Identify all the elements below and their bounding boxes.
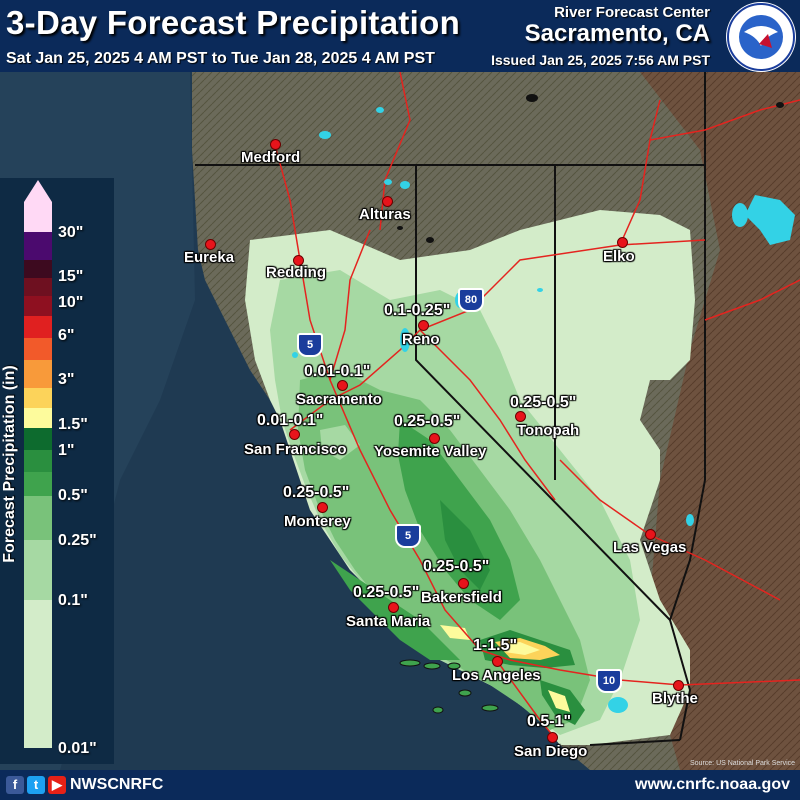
legend-tick: 10" — [58, 294, 84, 311]
legend-title: Forecast Precipitation (in) — [1, 365, 18, 563]
city-marker[interactable] — [289, 429, 300, 440]
nws-logo-icon[interactable] — [726, 2, 796, 72]
amount-label: 0.01-0.1" — [304, 363, 371, 380]
east-terrain — [640, 72, 800, 770]
city-marker[interactable] — [337, 380, 348, 391]
legend-tick: 0.5" — [58, 487, 88, 504]
lakes — [292, 107, 795, 713]
city-marker[interactable] — [645, 529, 656, 540]
legend-tick: 0.1" — [58, 592, 88, 609]
map-credit: Source: US National Park Service — [690, 760, 796, 767]
city-label: Elko — [603, 248, 635, 265]
legend-tick: 0.25" — [58, 532, 97, 549]
legend-tick: 1.5" — [58, 416, 88, 433]
page-title: 3-Day Forecast Precipitation — [6, 4, 461, 41]
twitter-icon[interactable]: t — [27, 776, 45, 794]
city-label: Santa Maria — [346, 613, 431, 630]
legend-panel — [0, 178, 114, 764]
city-label: Alturas — [359, 206, 411, 223]
amount-label: 1-1.5" — [473, 637, 518, 654]
amount-label: 0.25-0.5" — [353, 584, 420, 601]
interstate-shield: 10 — [596, 669, 622, 693]
youtube-icon[interactable]: ▶ — [48, 776, 66, 794]
channel-islands — [399, 659, 499, 714]
legend-tick: 3" — [58, 371, 75, 388]
city-label: San Diego — [514, 743, 588, 760]
amount-label: 0.25-0.5" — [283, 484, 350, 501]
website-link[interactable]: www.cnrfc.noaa.gov — [635, 776, 790, 793]
header-bar — [0, 0, 800, 72]
interstate-shield: 5 — [297, 333, 323, 357]
city-marker[interactable] — [429, 433, 440, 444]
city-marker[interactable] — [317, 502, 328, 513]
amount-label: 0.01-0.1" — [257, 412, 324, 429]
city-label: Las Vegas — [613, 539, 687, 556]
amount-label: 0.1-0.25" — [384, 302, 451, 319]
city-label: Eureka — [184, 249, 235, 266]
social-handle[interactable]: NWSCNRFC — [70, 776, 164, 793]
inland-features — [397, 94, 784, 243]
city-marker[interactable] — [293, 255, 304, 266]
city-label: Bakersfield — [421, 589, 502, 606]
city-label: San Francisco — [244, 441, 347, 458]
city-marker[interactable] — [547, 732, 558, 743]
city-marker[interactable] — [418, 320, 429, 331]
city-marker[interactable] — [617, 237, 628, 248]
city-marker[interactable] — [515, 411, 526, 422]
legend-tick: 0.01" — [58, 740, 97, 757]
city-label: Los Angeles — [452, 667, 541, 684]
org-location: Sacramento, CA — [524, 20, 710, 47]
city-marker[interactable] — [382, 196, 393, 207]
city-label: Blythe — [652, 690, 698, 707]
amount-label: 0.25-0.5" — [394, 413, 461, 430]
state-borders — [195, 72, 706, 746]
city-label: Reno — [402, 331, 440, 348]
city-marker[interactable] — [458, 578, 469, 589]
city-label: Sacramento — [296, 391, 382, 408]
city-marker[interactable] — [388, 602, 399, 613]
issued-time: Issued Jan 25, 2025 7:56 AM PST — [491, 52, 710, 68]
legend-tick: 6" — [58, 327, 75, 344]
city-label: Yosemite Valley — [374, 443, 487, 460]
social-links: f t ▶ — [6, 776, 66, 794]
valid-period: Sat Jan 25, 2025 4 AM PST to Tue Jan 28,… — [6, 50, 435, 67]
city-marker[interactable] — [673, 680, 684, 691]
amount-label: 0.5-1" — [527, 713, 572, 730]
amount-label: 0.25-0.5" — [510, 394, 577, 411]
legend-tick: 1" — [58, 442, 75, 459]
city-label: Medford — [241, 149, 301, 166]
footer-bar — [0, 770, 800, 800]
city-label: Redding — [266, 264, 326, 281]
city-marker[interactable] — [205, 239, 216, 250]
city-label: Monterey — [284, 513, 351, 530]
facebook-icon[interactable]: f — [6, 776, 24, 794]
city-marker[interactable] — [270, 139, 281, 150]
legend-tick: 30" — [58, 224, 84, 241]
interstate-shield: 80 — [458, 288, 484, 312]
legend-tick: 15" — [58, 268, 84, 285]
city-label: Tonopah — [517, 422, 580, 439]
org-name: River Forecast Center — [554, 4, 710, 21]
legend-colorbar — [24, 180, 52, 748]
amount-label: 0.25-0.5" — [423, 558, 490, 575]
city-marker[interactable] — [492, 656, 503, 667]
interstate-shield: 5 — [395, 524, 421, 548]
